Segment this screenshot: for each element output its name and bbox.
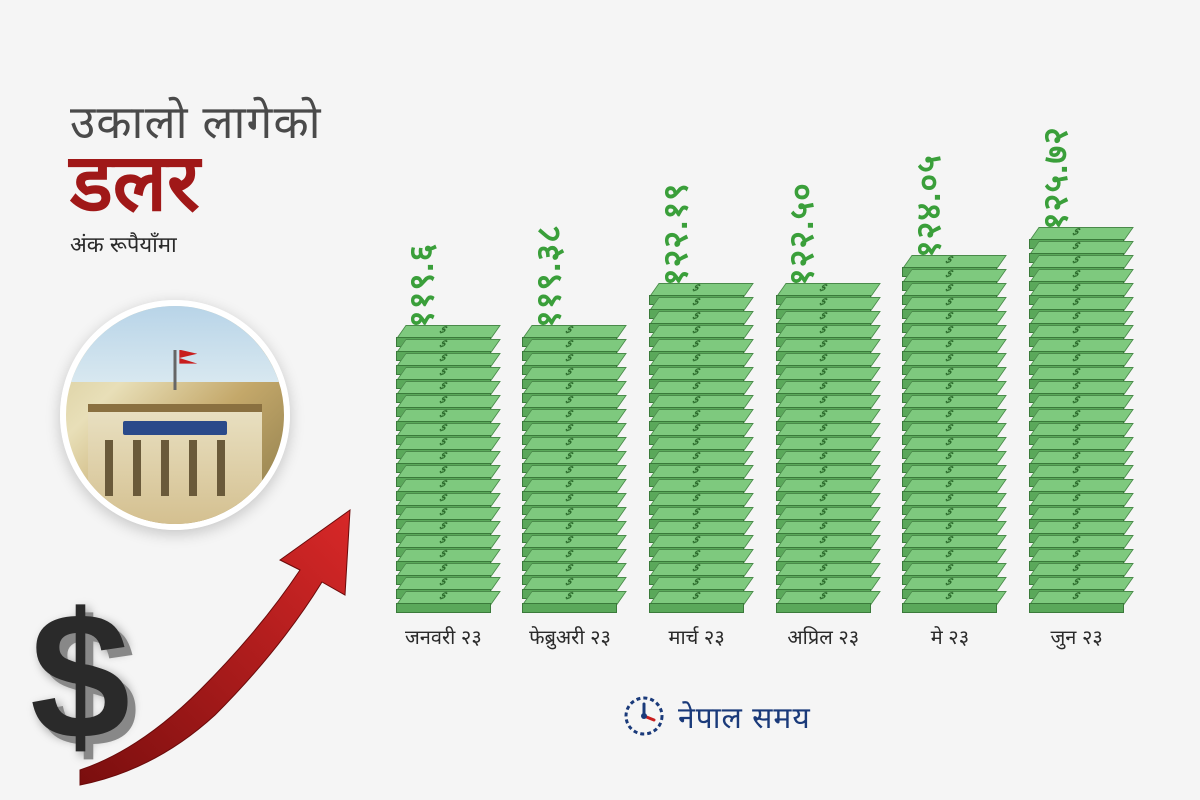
exchange-rate-chart: ११९.६ जनवरी २३ ११९.३८ फेब्रुअरी २३ १२२.१९ मार…	[380, 120, 1140, 650]
money-stack: १२२.१९	[649, 283, 744, 605]
logo-clock-icon	[620, 692, 668, 740]
bar-label: मे २३	[931, 623, 969, 650]
bar-column: ११९.६ जनवरी २३	[396, 325, 491, 650]
bar-label: जुन २३	[1050, 623, 1102, 650]
bar-value: १२२.५०	[777, 182, 823, 286]
money-stack: १२२.५०	[776, 283, 871, 605]
money-stack: ११९.६	[396, 325, 491, 605]
publisher-logo: नेपाल समय	[620, 692, 811, 740]
bar-value: १२४.०५	[904, 154, 950, 258]
bar-column: १२४.०५ मे २३	[902, 255, 997, 650]
bar-column: १२२.१९ मार्च २३	[649, 283, 744, 650]
money-stack: १२४.०५	[902, 255, 997, 605]
bar-label: मार्च २३	[669, 623, 725, 650]
bar-value: ११९.३८	[524, 224, 570, 328]
money-stack: १२५.७२	[1029, 227, 1124, 605]
title-block: उकालो लागेको डलर अंक रूपैयाँमा	[70, 90, 322, 259]
title-subtitle: अंक रूपैयाँमा	[70, 229, 322, 259]
logo-text: नेपाल समय	[678, 696, 811, 737]
money-stack: ११९.३८	[522, 325, 617, 605]
dollar-icon: $	[30, 573, 130, 780]
bar-value: १२५.७२	[1031, 126, 1077, 230]
bar-label: जनवरी २३	[405, 623, 482, 650]
bar-label: अप्रिल २३	[787, 623, 859, 650]
bar-value: ११९.६	[397, 243, 443, 328]
title-line2: डलर	[70, 147, 322, 219]
bar-column: ११९.३८ फेब्रुअरी २३	[522, 325, 617, 650]
bar-column: १२५.७२ जुन २३	[1029, 227, 1124, 650]
bar-column: १२२.५० अप्रिल २३	[776, 283, 871, 650]
bar-value: १२२.१९	[651, 182, 697, 286]
bar-label: फेब्रुअरी २३	[529, 623, 611, 650]
